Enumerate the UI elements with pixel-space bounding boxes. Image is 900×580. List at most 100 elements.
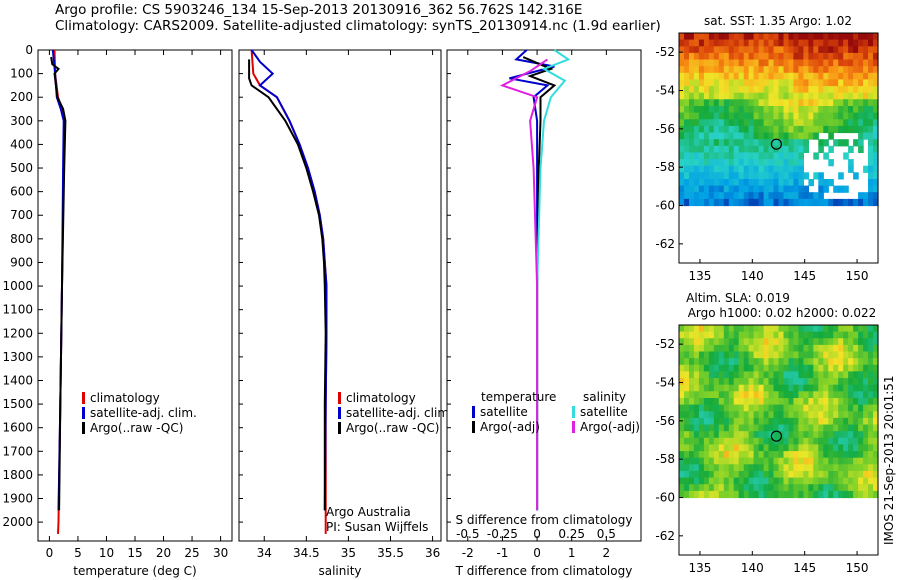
sst_map-cell	[813, 72, 819, 80]
sst_map-cell	[743, 46, 750, 54]
sst_map-cell	[773, 79, 780, 87]
sst_map-cell	[828, 119, 834, 127]
sla_map-cell	[798, 338, 804, 346]
sla_map-cell	[679, 464, 685, 472]
sst_map-cell	[853, 39, 859, 47]
sst_map-cell	[748, 145, 755, 153]
sst_map-cell	[858, 145, 864, 153]
sst_map-cell	[738, 198, 745, 207]
sla_map-cell	[773, 338, 780, 346]
sst_map-cell	[713, 132, 720, 140]
sst_map-cell	[733, 106, 740, 114]
sla_map-cell	[788, 371, 795, 379]
sla_map-cell	[748, 331, 755, 339]
sla_map-cell	[708, 391, 715, 399]
sla_map-cell	[748, 444, 755, 452]
sla_map-cell	[798, 417, 804, 426]
sla_map-cell	[758, 411, 765, 419]
sla_map-cell	[689, 437, 695, 445]
sst_map-cell	[818, 106, 824, 114]
sla_map-cell	[858, 451, 864, 459]
sst_map-cell	[743, 119, 750, 127]
sla_map-cell	[783, 431, 790, 439]
sla_map-cell	[738, 344, 745, 353]
sla_map-cell	[828, 364, 834, 372]
sla_map-cell	[758, 484, 765, 492]
sla_map-cell	[793, 384, 799, 392]
sst_map-cell	[679, 185, 685, 193]
sst_map-cell	[689, 112, 695, 120]
sla_map-cell	[838, 484, 844, 492]
sla_map-cell	[808, 431, 814, 439]
temperature-ytick-label: 900	[10, 255, 33, 269]
sst_map-cell	[758, 52, 765, 61]
sla_map-cell	[693, 484, 700, 492]
sla_map-cell	[838, 437, 844, 445]
sst_map-cell	[748, 192, 755, 200]
sst_map-cell	[708, 192, 715, 200]
sla_map-cell	[848, 364, 854, 372]
sst_map-cell	[793, 86, 799, 94]
sla_map-cell	[838, 391, 844, 399]
sst_map-cell	[773, 59, 780, 67]
sla_map-cell	[858, 484, 864, 492]
sst_map-cell	[733, 192, 740, 200]
sla_map-cell	[788, 457, 795, 465]
sst_map-cell	[868, 139, 874, 147]
sst_map-cell	[783, 106, 790, 114]
sla_map-cell	[853, 451, 859, 459]
sla_map-cell	[698, 331, 705, 339]
sst_map-cell	[684, 66, 690, 74]
sst_map-cell	[793, 79, 799, 87]
sst_map-cell	[843, 125, 849, 134]
sst_map-cell	[858, 192, 864, 200]
temperature-ytick-label: 500	[10, 161, 33, 175]
sst_map-cell	[758, 112, 765, 120]
sst_map-cell	[773, 179, 780, 187]
sst_map-cell	[763, 59, 770, 67]
sst_map-cell	[773, 198, 780, 207]
sla_map-cell	[763, 325, 770, 333]
temperature-legend-label: satellite-adj. clim.	[90, 406, 197, 420]
sla_map-cell	[763, 371, 770, 379]
sla_map-cell	[728, 378, 735, 386]
sst_map-cell	[823, 79, 829, 87]
sst_map-cell	[718, 119, 725, 127]
sst_map-cell	[723, 179, 730, 187]
sla_map-cell	[848, 424, 854, 432]
sst_map-cell	[689, 165, 695, 173]
sla_map-cell	[708, 384, 715, 392]
salinity-series-line	[248, 59, 327, 511]
sst_map-cell	[793, 92, 799, 100]
sst_map-cell	[733, 119, 740, 127]
sla_map-cell	[828, 477, 834, 485]
sla_map-cell	[758, 424, 765, 432]
sst_map-cell	[863, 192, 869, 200]
difference-xtick-top-label: -0.25	[487, 527, 518, 541]
sla_map-cell	[823, 404, 829, 412]
sla_map-cell	[713, 358, 720, 366]
sla_map-cell	[813, 411, 819, 419]
sla_map-cell	[853, 477, 859, 485]
sla_map-cell	[743, 344, 750, 353]
sla_map-cell	[738, 417, 745, 426]
sst_map-cell	[818, 198, 824, 207]
figure-title-line2: Climatology: CARS2009. Satellite-adjuste…	[55, 18, 661, 34]
temperature-xtick-label: 5	[74, 546, 82, 560]
sla_map-cell	[843, 477, 849, 485]
sla_map-cell	[679, 371, 685, 379]
sst_map-cell	[733, 179, 740, 187]
sst_map-cell	[808, 52, 814, 61]
sst_map-cell	[693, 192, 700, 200]
sla_map-cell	[868, 431, 874, 439]
sla_map-cell	[748, 378, 755, 386]
sst_map-cell	[863, 79, 869, 87]
sst_map-cell	[748, 159, 755, 167]
sla_map-cell	[828, 484, 834, 492]
sst_map-cell	[689, 52, 695, 61]
sla_map-cell	[733, 404, 740, 412]
sst_map-cell	[783, 33, 790, 41]
sst_map-xtick-label: 135	[688, 269, 711, 283]
sla_map-cell	[778, 477, 785, 485]
sst_map-cell	[743, 106, 750, 114]
